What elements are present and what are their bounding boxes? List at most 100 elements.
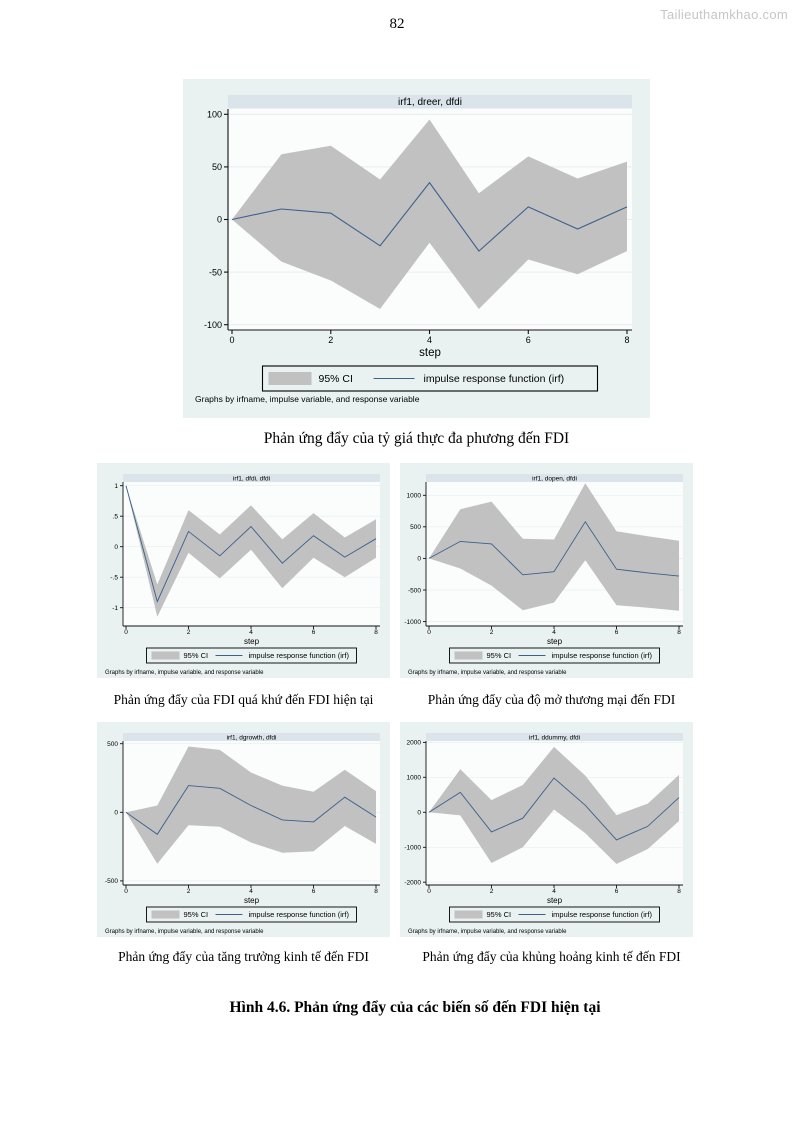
x-tick-label: 4	[427, 335, 432, 345]
legend-ci-label: 95% CI	[487, 910, 512, 919]
irf-chart-ddummy: irf1, ddummy, dfdi 2000 1000 0 -1000 -2000 0 2 4…	[400, 722, 693, 937]
x-axis-label: step	[547, 637, 563, 646]
legend-ci-label: 95% CI	[319, 373, 353, 385]
irf-chart-dgrowth: irf1, dgrowth, dfdi 500 0 -500 0 2 4 6 8 step 95% …	[97, 722, 390, 937]
irf-line	[428, 777, 680, 841]
x-tick-label: 8	[374, 888, 378, 895]
figure-title: Hình 4.6. Phản ứng đẩy của các biến số đ…	[229, 999, 601, 1016]
y-tick-label: 0	[417, 810, 421, 817]
irf-chart-svg: irf1, dgrowth, dfdi 500 0 -500 0 2 4 6 8 step 95% …	[97, 722, 390, 937]
legend-irf-label: impulse response function (irf)	[552, 651, 653, 660]
chart-title: irf1, dreer, dfdi	[398, 97, 462, 108]
ci-band	[126, 485, 376, 617]
y-tick-label: -500	[105, 878, 118, 885]
legend-irf-label: impulse response function (irf)	[552, 910, 653, 919]
irf-chart-dfdi: irf1, dfdi, dfdi 1 .5 0 -.5 -1 0 2 4 6 8 step 95% CI…	[97, 463, 390, 678]
y-tick-label: -1000	[404, 845, 421, 852]
chart-footnote: Graphs by irfname, impulse variable, and…	[195, 394, 420, 404]
legend-ci-swatch	[268, 372, 312, 385]
x-axis-label: step	[419, 347, 441, 359]
x-tick-label: 2	[490, 888, 494, 895]
chart-title-strip	[426, 474, 683, 482]
y-tick-label: 2000	[407, 740, 422, 747]
y-tick-label: -1	[112, 605, 118, 612]
legend-box	[449, 647, 660, 664]
legend-irf-label: impulse response function (irf)	[249, 651, 350, 660]
irf-chart-svg: irf1, dopen, dfdi 1000 500 0 -500 -1000 0 2 4 6 8 s…	[400, 463, 693, 678]
x-axis-label: step	[244, 637, 260, 646]
y-tick-label: 0	[114, 544, 118, 551]
x-tick-label: 6	[615, 629, 619, 636]
legend-ci-label: 95% CI	[184, 910, 209, 919]
legend-box	[261, 365, 599, 392]
y-tick-label: -500	[408, 587, 421, 594]
y-tick-label: 1000	[407, 493, 422, 500]
legend-ci-label: 95% CI	[487, 651, 512, 660]
chart-title: irf1, dopen, dfdi	[532, 475, 577, 482]
caption-dgrowth: Phản ứng đẩy của tăng trưởng kinh tế đến…	[118, 949, 369, 964]
y-tick-label: -100	[204, 320, 222, 330]
y-tick-label: 100	[207, 109, 222, 119]
x-tick-label: 0	[124, 629, 128, 636]
ci-band	[429, 746, 679, 864]
caption-dreer: Phản ứng đẩy của tỷ giá thực đa phương đ…	[263, 430, 570, 447]
chart-title-strip	[228, 95, 632, 108]
irf-line	[231, 181, 628, 252]
x-tick-label: 2	[187, 888, 191, 895]
page-number: 82	[389, 16, 405, 32]
y-tick-label: 1	[114, 483, 118, 490]
x-tick-label: 6	[312, 888, 316, 895]
legend-ci-swatch	[151, 651, 180, 660]
x-tick-label: 6	[312, 629, 316, 636]
x-tick-label: 2	[187, 629, 191, 636]
x-tick-label: 4	[552, 629, 556, 636]
chart-footnote: Graphs by irfname, impulse variable, and…	[408, 929, 567, 935]
chart-title: irf1, dfdi, dfdi	[233, 475, 270, 482]
y-tick-label: .5	[113, 513, 119, 520]
legend-irf-label: impulse response function (irf)	[249, 910, 350, 919]
x-tick-label: 4	[552, 888, 556, 895]
watermark: Tailieuthamkhao.com	[660, 7, 788, 22]
legend-ci-swatch	[454, 910, 483, 919]
x-tick-label: 0	[427, 629, 431, 636]
legend-box	[146, 906, 357, 923]
legend-ci-label: 95% CI	[184, 651, 209, 660]
x-tick-label: 8	[677, 888, 681, 895]
chart-footnote: Graphs by irfname, impulse variable, and…	[105, 929, 264, 935]
irf-chart-svg: irf1, dreer, dfdi 100 50 0 -50 -100 0 2 4 6 8 step 9…	[183, 79, 650, 418]
x-axis-label: step	[547, 896, 563, 905]
irf-line	[428, 520, 680, 577]
x-tick-label: 0	[124, 888, 128, 895]
y-tick-label: 500	[107, 741, 118, 748]
irf-chart-dopen: irf1, dopen, dfdi 1000 500 0 -500 -1000 0 2 4 6 8 s…	[400, 463, 693, 678]
irf-line	[125, 485, 377, 603]
caption-dopen: Phản ứng đẩy của độ mở thương mại đến FD…	[427, 692, 676, 707]
caption-ddummy: Phản ứng đẩy của khủng hoảng kinh tế đến…	[422, 949, 681, 964]
legend-box	[146, 647, 357, 664]
caption-dfdi: Phản ứng đẩy của FDI quá khứ đến FDI hiệ…	[113, 692, 374, 707]
legend-box	[449, 906, 660, 923]
y-tick-label: -50	[209, 267, 222, 277]
x-tick-label: 6	[615, 888, 619, 895]
chart-title: irf1, ddummy, dfdi	[529, 734, 580, 741]
x-tick-label: 4	[249, 888, 253, 895]
y-tick-label: -1000	[404, 619, 421, 626]
irf-chart-svg: irf1, dfdi, dfdi 1 .5 0 -.5 -1 0 2 4 6 8 step 95% CI…	[97, 463, 390, 678]
y-tick-label: 50	[212, 162, 222, 172]
y-tick-label: 0	[114, 810, 118, 817]
irf-line	[125, 785, 377, 835]
irf-chart-svg: irf1, ddummy, dfdi 2000 1000 0 -1000 -2000 0 2 4…	[400, 722, 693, 937]
x-tick-label: 2	[328, 335, 333, 345]
x-tick-label: 6	[526, 335, 531, 345]
y-tick-label: 0	[417, 556, 421, 563]
chart-footnote: Graphs by irfname, impulse variable, and…	[105, 670, 264, 676]
irf-chart-dreer: irf1, dreer, dfdi 100 50 0 -50 -100 0 2 4 6 8 step 9…	[183, 79, 650, 418]
ci-band	[429, 483, 679, 611]
ci-band	[232, 119, 627, 309]
x-tick-label: 4	[249, 629, 253, 636]
y-tick-label: -2000	[404, 880, 421, 887]
chart-title-strip	[123, 733, 380, 741]
y-tick-label: -.5	[110, 575, 118, 582]
chart-title: irf1, dgrowth, dfdi	[227, 734, 277, 741]
